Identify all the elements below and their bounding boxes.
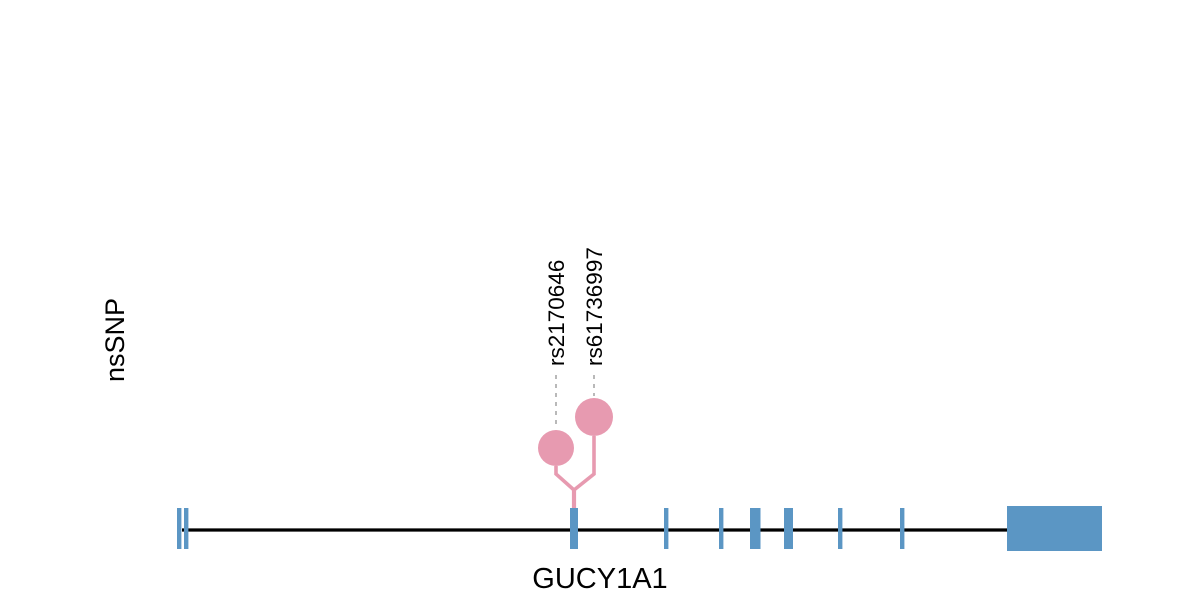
exon-exon-snp-site bbox=[570, 508, 578, 549]
snp-stem-rs61736997 bbox=[572, 436, 596, 492]
exon-exon-1a bbox=[177, 508, 182, 549]
exon-exon-1b bbox=[184, 508, 189, 549]
snp-label-group: rs2170646 rs61736997 bbox=[544, 247, 607, 366]
y-axis-label: nsSNP bbox=[100, 298, 130, 382]
exon-exon-8 bbox=[900, 508, 905, 549]
exon-exon-7 bbox=[838, 508, 843, 549]
exon-group bbox=[177, 506, 1102, 551]
snp-head-rs2170646[interactable] bbox=[538, 430, 574, 466]
snp-label-rs2170646: rs2170646 bbox=[544, 260, 569, 366]
snp-head-rs61736997[interactable] bbox=[575, 398, 613, 436]
snp-head-group bbox=[538, 398, 613, 466]
exon-exon-4 bbox=[719, 508, 724, 549]
y-axis-label-text: nsSNP bbox=[100, 298, 130, 382]
snp-guide-group bbox=[555, 375, 595, 428]
gene-name-label: GUCY1A1 bbox=[532, 563, 667, 595]
exon-exon-terminal bbox=[1007, 506, 1102, 551]
snp-label-rs61736997: rs61736997 bbox=[582, 247, 607, 366]
snp-stem-rs2170646 bbox=[554, 466, 576, 492]
exon-exon-3 bbox=[664, 508, 669, 549]
exon-exon-6 bbox=[784, 508, 793, 549]
exon-exon-5 bbox=[750, 508, 761, 549]
